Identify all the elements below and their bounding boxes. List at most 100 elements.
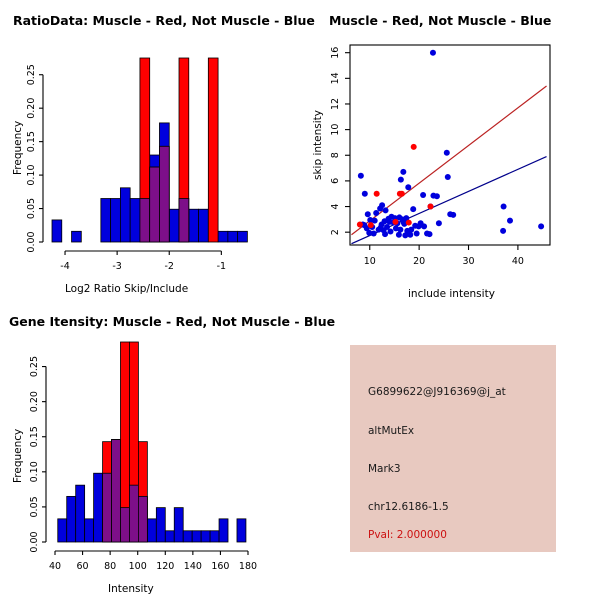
- y-tick-label: 0.05: [29, 496, 40, 517]
- histogram-bar-blue: [217, 230, 229, 243]
- histogram-bar-overlap: [178, 198, 190, 243]
- y-tick-label: 12: [330, 98, 341, 110]
- scatter-point: [400, 168, 407, 175]
- y-tick-label: 2: [330, 229, 341, 235]
- scatter-plot: 2 4 6 8 10 12 14 16 10 20 30 40: [330, 44, 551, 267]
- scatter-point: [357, 172, 364, 179]
- x-tick-label: 80: [104, 561, 116, 572]
- y-tick-label: 0.25: [26, 64, 37, 85]
- x-tick-label: 20: [413, 256, 425, 267]
- ratio-histogram-title: RatioData: Muscle - Red, Not Muscle - Bl…: [13, 13, 315, 28]
- y-tick-label: 0.00: [29, 531, 40, 552]
- info-event-type: altMutEx: [368, 425, 415, 437]
- y-tick-label: 14: [330, 72, 341, 84]
- panel-info: G6899622@J916369@j_at altMutEx Mark3 chr…: [300, 300, 600, 600]
- info-probe-id: G6899622@J916369@j_at: [368, 386, 506, 398]
- histogram-bar-blue: [200, 530, 211, 543]
- panel-ratio-histogram: RatioData: Muscle - Red, Not Muscle - Bl…: [0, 0, 315, 300]
- scatter-point: [500, 227, 507, 234]
- scatter-point: [367, 217, 374, 223]
- y-tick-label: 16: [330, 47, 341, 59]
- histogram-bar-blue: [100, 198, 112, 243]
- scatter-point: [397, 176, 404, 183]
- gene-histogram-ylabel: Frequency: [12, 428, 24, 483]
- x-tick-label: 160: [211, 561, 229, 572]
- histogram-bar-blue: [227, 230, 239, 243]
- scatter-point: [397, 226, 404, 233]
- scatter-point: [377, 205, 384, 212]
- scatter-point: [421, 223, 428, 230]
- info-box: G6899622@J916369@j_at altMutEx Mark3 chr…: [350, 345, 556, 552]
- histogram-bar-blue: [110, 198, 121, 243]
- ratio-histogram-ylabel: Frequency: [12, 120, 24, 175]
- histogram-bar-blue: [155, 507, 166, 543]
- x-tick-label: 180: [239, 561, 257, 572]
- scatter-point: [382, 207, 389, 214]
- scatter-point: [538, 223, 545, 230]
- scatter-point: [444, 174, 451, 181]
- scatter-point: [367, 222, 374, 229]
- y-tick-label: 4: [330, 204, 341, 210]
- scatter-ylabel: skip intensity: [312, 110, 324, 180]
- y-tick-label: 0.15: [26, 131, 37, 152]
- x-tick-label: 10: [364, 256, 376, 267]
- info-gene-symbol: Mark3: [368, 463, 401, 475]
- histogram-bar-blue: [71, 230, 82, 243]
- histogram-bar-blue: [168, 208, 180, 243]
- histogram-bar-blue: [198, 208, 209, 243]
- y-tick-label: 0.20: [29, 391, 40, 412]
- histogram-bar-red: [207, 57, 219, 243]
- y-tick-label: 0.10: [29, 461, 40, 482]
- scatter-point: [378, 221, 385, 228]
- scatter-point: [398, 190, 405, 197]
- scatter-point: [356, 221, 363, 228]
- scatter-point: [415, 223, 422, 230]
- y-tick-label: 0.10: [26, 165, 37, 186]
- histogram-bar-blue: [119, 187, 131, 243]
- info-locus: chr12.6186-1.5: [368, 501, 449, 513]
- x-tick-label: -2: [164, 261, 173, 272]
- x-tick-label: -4: [60, 261, 69, 272]
- plot-frame: [349, 44, 551, 246]
- y-tick-label: 0.20: [26, 98, 37, 119]
- histogram-bar-blue: [188, 208, 199, 243]
- ratio-histogram-xlabel: Log2 Ratio Skip/Include: [65, 283, 189, 295]
- histogram-bar-blue: [57, 518, 68, 543]
- top-mask: [0, 300, 300, 338]
- scatter-point: [392, 218, 399, 225]
- scatter-point: [375, 226, 382, 233]
- scatter-point: [361, 190, 368, 197]
- scatter-point: [413, 230, 420, 237]
- histogram-bar-blue: [191, 530, 202, 543]
- scatter-point: [450, 211, 457, 218]
- x-tick-label: 120: [156, 561, 174, 572]
- histogram-bar-blue: [237, 230, 248, 243]
- scatter-point: [402, 232, 409, 239]
- histogram-bar-blue: [93, 472, 103, 543]
- scatter-point: [387, 228, 394, 235]
- histogram-bar-blue: [75, 484, 86, 543]
- scatter-point: [427, 203, 434, 210]
- x-tick-label: 140: [184, 561, 202, 572]
- scatter-point: [403, 215, 410, 222]
- scatter-point: [426, 231, 433, 238]
- histogram-bar-overlap: [120, 507, 130, 543]
- ratio-hist-content: 0.00 0.05 0.10 0.15 0.20 0.25 -4 -3 -2 -1: [0, 0, 300, 272]
- histogram-bar-blue: [182, 530, 193, 543]
- scatter-point: [410, 143, 417, 150]
- histogram-bar-overlap: [129, 484, 139, 543]
- scatter-point: [507, 217, 513, 224]
- scatter-point: [408, 226, 415, 233]
- histogram-bar-blue: [66, 495, 77, 543]
- scatter-point: [366, 229, 373, 236]
- y-tick-label: 0.25: [29, 356, 40, 377]
- gene-hist-content: 0.00 0.05 0.10 0.15 0.20 0.25 40 60 80 100 120 140 1…: [0, 300, 300, 572]
- scatter-point: [410, 206, 417, 213]
- panel-gene-histogram: Gene Itensity: Muscle - Red, Not Muscle …: [0, 300, 335, 600]
- histogram-bar-overlap: [102, 472, 112, 543]
- scatter-point: [373, 209, 380, 216]
- histogram-bar-blue: [51, 219, 63, 243]
- gene-histogram-plot: 0.00 0.05 0.10 0.15 0.20 0.25 40 60 80 100 120 140 1…: [0, 300, 300, 572]
- y-tick-label: 10: [330, 124, 341, 136]
